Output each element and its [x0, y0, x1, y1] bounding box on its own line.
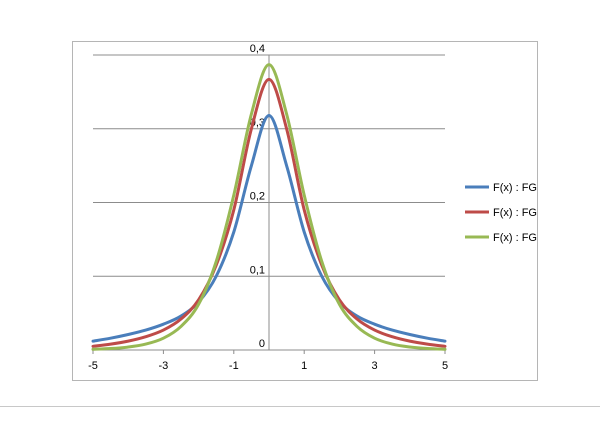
y-tick-label: 0: [259, 338, 265, 350]
series-lines: [91, 63, 447, 351]
x-tick-label: 3: [372, 360, 378, 372]
x-tick-label: 5: [442, 360, 448, 372]
window-divider: [0, 406, 600, 407]
series-line-f-x-fg8: [91, 63, 447, 351]
y-tick-label: 0,4: [250, 43, 265, 55]
x-tick-labels: -5 -3 -1 1 3 5: [88, 360, 448, 372]
y-tick-labels: 00,10,20,30,4: [250, 43, 265, 350]
x-tick-label: -1: [229, 360, 239, 372]
x-tick-label: -3: [159, 360, 169, 372]
x-tick-label: -5: [88, 360, 98, 372]
legend-label-f-x-fg3: F(x) : FG3: [493, 207, 537, 219]
y-tick-label: 0,1: [250, 264, 265, 276]
x-tick-label: 1: [301, 360, 307, 372]
y-tick-label: 0,2: [250, 191, 265, 203]
legend-label-f-x-fg8: F(x) : FG8: [493, 232, 537, 244]
series-line-f-x-fg3: [91, 77, 447, 348]
axes: [92, 55, 446, 354]
legend-label-f-x-fg1: F(x) : FG1: [493, 182, 537, 194]
series-line-f-x-fg1: [91, 113, 447, 343]
legend: F(x) : FG1 F(x) : FG3 F(x) : FG8: [465, 182, 543, 244]
